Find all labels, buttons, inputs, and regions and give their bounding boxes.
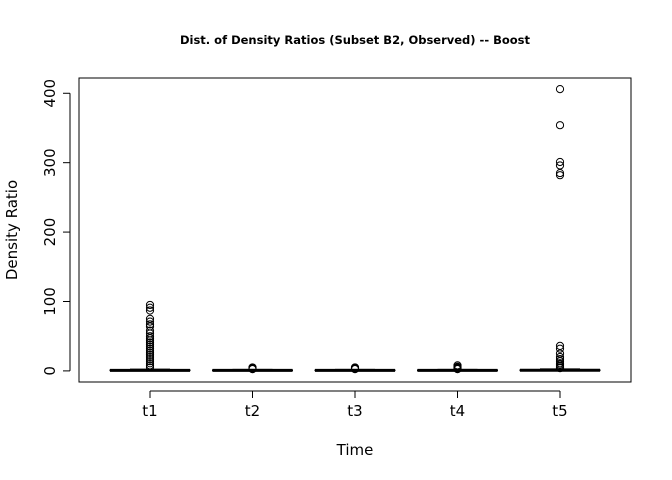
outlier-point bbox=[248, 365, 257, 374]
box-t5 bbox=[519, 85, 601, 373]
outlier-point bbox=[555, 364, 565, 373]
x-tick-label: t2 bbox=[245, 402, 260, 420]
x-tick-label: t1 bbox=[142, 402, 157, 420]
y-tick-label: 0 bbox=[41, 366, 59, 376]
outlier-point bbox=[145, 332, 155, 341]
outlier-point bbox=[145, 300, 155, 310]
x-tick-label: t3 bbox=[347, 402, 362, 420]
x-tick-label: t5 bbox=[552, 402, 567, 420]
outlier-point bbox=[145, 354, 155, 364]
boxes bbox=[109, 85, 601, 374]
outlier-point bbox=[350, 365, 360, 374]
outlier-point bbox=[555, 121, 565, 130]
outlier-point bbox=[145, 303, 155, 312]
outlier-point bbox=[145, 317, 155, 326]
outlier-point bbox=[145, 342, 155, 351]
outlier-point bbox=[145, 346, 155, 355]
y-axis-label: Density Ratio bbox=[3, 180, 21, 280]
outlier-point bbox=[145, 334, 155, 343]
outlier-point bbox=[555, 85, 565, 94]
outlier-point bbox=[145, 363, 155, 372]
y-tick-label: 400 bbox=[41, 79, 59, 108]
outlier-point bbox=[145, 338, 155, 347]
box-t3 bbox=[314, 363, 396, 374]
plot-frame bbox=[78, 77, 632, 383]
outlier-point bbox=[453, 365, 462, 374]
y-tick-label: 200 bbox=[41, 218, 59, 247]
outlier-point bbox=[145, 350, 155, 360]
x-tick-label: t4 bbox=[450, 402, 465, 420]
outlier-point bbox=[555, 344, 565, 353]
outlier-point bbox=[145, 336, 155, 345]
box-t2 bbox=[212, 363, 293, 374]
outlier-point bbox=[145, 359, 155, 368]
outlier-point bbox=[145, 352, 155, 362]
y-axis: 0 100 200 300 400 bbox=[41, 79, 71, 376]
outlier-point bbox=[145, 344, 155, 353]
outlier-point bbox=[145, 320, 155, 329]
outlier-point bbox=[145, 361, 155, 370]
y-tick-label: 300 bbox=[41, 148, 59, 177]
box-t4 bbox=[417, 361, 498, 374]
y-tick-label: 100 bbox=[41, 287, 59, 316]
outlier-point bbox=[555, 171, 565, 180]
outlier-point bbox=[145, 306, 155, 315]
box-t1 bbox=[109, 300, 191, 372]
outlier-point bbox=[145, 357, 155, 366]
x-axis-label: Time bbox=[336, 441, 374, 459]
chart-title: Dist. of Density Ratios (Subset B2, Obse… bbox=[180, 33, 531, 47]
outlier-point bbox=[145, 340, 155, 349]
outlier-point bbox=[555, 168, 565, 178]
x-axis: t1 t2 t3 t4 t5 bbox=[142, 390, 568, 420]
outlier-point bbox=[145, 348, 155, 357]
outlier-point bbox=[555, 157, 565, 167]
